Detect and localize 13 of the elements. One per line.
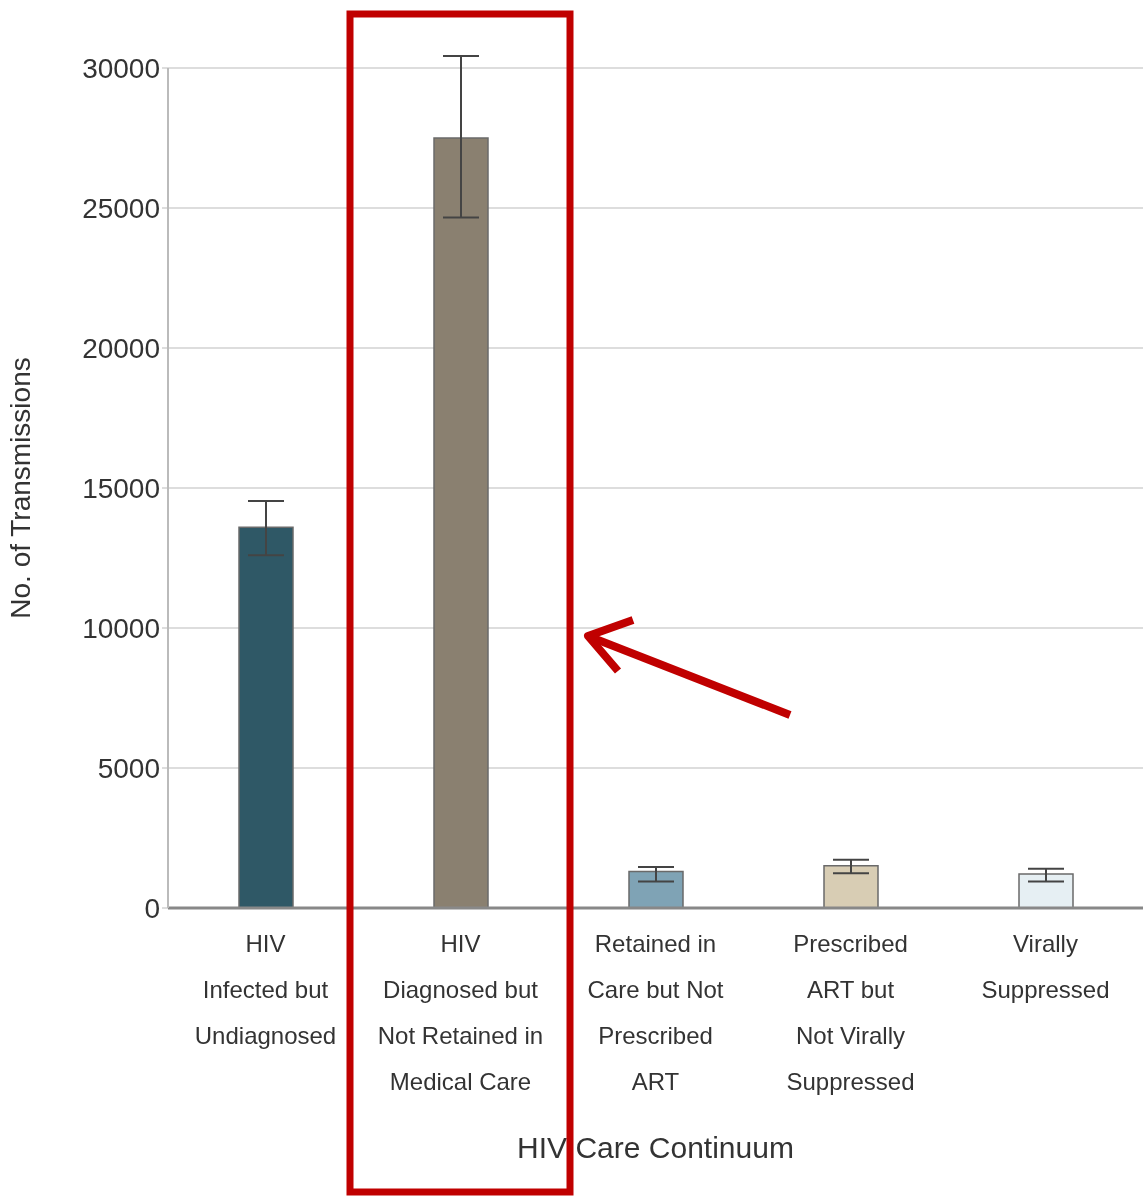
y-tick-label: 15000 — [82, 472, 160, 504]
x-tick-label: Prescribed ART but Not Virally Suppressed — [786, 930, 915, 1095]
y-tick-label: 0 — [144, 892, 160, 924]
x-tick-label: HIV Infected but Undiagnosed — [194, 930, 337, 1049]
y-tick-label: 5000 — [97, 752, 160, 784]
y-tick-label: 10000 — [82, 612, 160, 644]
y-tick-label: 25000 — [82, 192, 160, 224]
x-tick-label: Retained in Care but Not Prescribed ART — [587, 930, 724, 1095]
y-tick-label: 20000 — [82, 332, 160, 364]
x-tick-label: HIV Diagnosed but Not Retained in Medical Care — [377, 930, 544, 1095]
y-tick-label: 30000 — [82, 52, 160, 84]
y-axis-title: No. of Transmissions — [4, 357, 36, 619]
x-tick-label: Virally Suppressed — [981, 930, 1110, 1003]
